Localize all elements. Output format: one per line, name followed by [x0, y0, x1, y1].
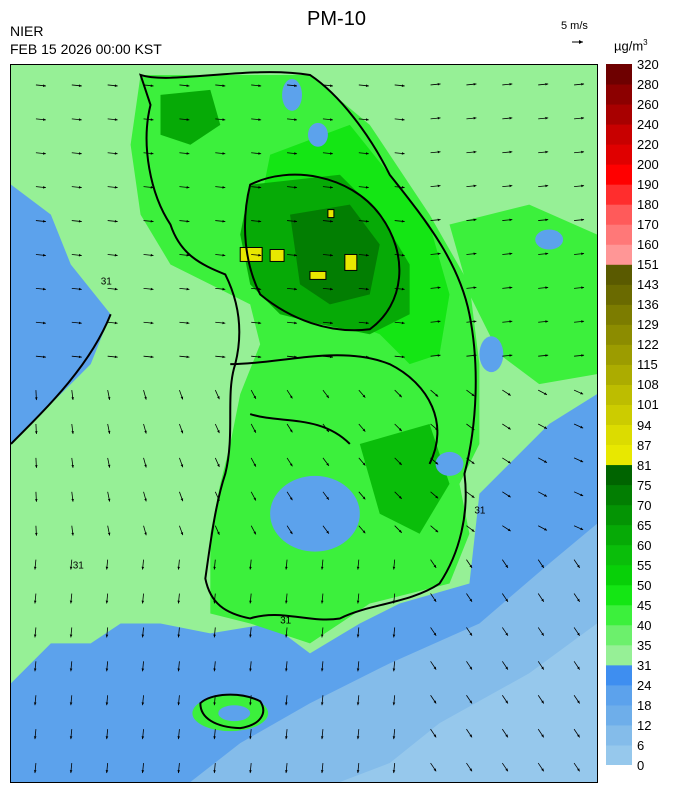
color-scale-segment [606, 344, 632, 365]
pm10-concentration-map: 31 31 31 31 [10, 64, 598, 783]
color-scale-segment [606, 725, 632, 746]
color-scale-segment [606, 585, 632, 606]
color-scale-segment [606, 164, 632, 185]
color-scale-segment [606, 324, 632, 345]
color-scale-segment [606, 625, 632, 646]
color-scale-segment [606, 244, 632, 265]
color-scale-segment [606, 224, 632, 245]
color-scale-label: 18 [637, 699, 651, 712]
color-scale-segment [606, 545, 632, 566]
color-scale-label: 101 [637, 398, 659, 411]
color-scale-segment [606, 284, 632, 305]
color-scale-label: 136 [637, 298, 659, 311]
agency-label: NIER [10, 23, 43, 39]
color-scale-label: 0 [637, 759, 644, 772]
color-scale-label: 31 [637, 659, 651, 672]
contour-label: 31 [280, 615, 292, 626]
color-scale-label: 180 [637, 198, 659, 211]
color-scale-segment [606, 665, 632, 686]
contour-label: 31 [73, 561, 85, 572]
color-scale-label: 24 [637, 679, 651, 692]
concentration-field [11, 65, 597, 782]
wind-reference-label: 5 m/s [561, 20, 588, 32]
color-scale-label: 160 [637, 238, 659, 251]
wind-reference-arrow-icon [571, 38, 585, 46]
color-scale-label: 6 [637, 739, 644, 752]
color-scale-label: 81 [637, 459, 651, 472]
color-scale-label: 129 [637, 318, 659, 331]
color-scale-label: 122 [637, 338, 659, 351]
color-scale-label: 143 [637, 278, 659, 291]
color-scale-segment [606, 184, 632, 205]
color-scale-segment [606, 705, 632, 726]
color-scale-segment [606, 124, 632, 145]
color-scale-label: 45 [637, 599, 651, 612]
color-scale-segment [606, 485, 632, 506]
color-scale-label: 35 [637, 639, 651, 652]
color-scale-label: 55 [637, 559, 651, 572]
color-scale-label: 240 [637, 118, 659, 131]
color-scale-segment [606, 445, 632, 466]
color-scale-segment [606, 645, 632, 666]
color-scale-segment [606, 304, 632, 325]
color-scale-label: 12 [637, 719, 651, 732]
color-scale-label: 190 [637, 178, 659, 191]
color-scale-label: 200 [637, 158, 659, 171]
color-scale-label: 50 [637, 579, 651, 592]
color-scale-segment [606, 505, 632, 526]
color-scale-label: 115 [637, 358, 658, 371]
color-scale-segment [606, 404, 632, 425]
color-scale-bar [606, 64, 632, 765]
color-scale-segment [606, 364, 632, 385]
contour-label: 31 [474, 506, 486, 517]
color-scale-label: 280 [637, 78, 659, 91]
color-scale-segment [606, 465, 632, 486]
color-scale-segment [606, 384, 632, 405]
color-scale-segment [606, 605, 632, 626]
forecast-datetime: FEB 15 2026 00:00 KST [10, 41, 162, 57]
color-scale-segment [606, 264, 632, 285]
color-scale-label: 75 [637, 479, 651, 492]
color-scale-segment [606, 84, 632, 105]
color-scale-label: 260 [637, 98, 659, 111]
color-scale-segment [606, 425, 632, 446]
color-scale-label: 70 [637, 499, 651, 512]
color-scale-segment [606, 104, 632, 125]
color-scale-label: 60 [637, 539, 651, 552]
color-scale-label: 65 [637, 519, 651, 532]
color-scale-label: 320 [637, 58, 659, 71]
unit-label: µg/m3 [614, 38, 648, 53]
color-scale-label: 170 [637, 218, 659, 231]
color-scale-label: 40 [637, 619, 651, 632]
color-scale-label: 108 [637, 378, 659, 391]
color-scale-segment [606, 745, 632, 765]
contour-label: 31 [101, 276, 113, 287]
color-scale-label: 151 [637, 258, 659, 271]
color-scale-segment [606, 525, 632, 546]
color-scale-segment [606, 204, 632, 225]
color-scale-segment [606, 64, 632, 85]
color-scale-segment [606, 565, 632, 586]
color-scale-segment [606, 144, 632, 165]
color-scale-label: 220 [637, 138, 659, 151]
color-scale-label: 87 [637, 439, 651, 452]
color-scale-segment [606, 685, 632, 706]
color-scale-label: 94 [637, 419, 651, 432]
